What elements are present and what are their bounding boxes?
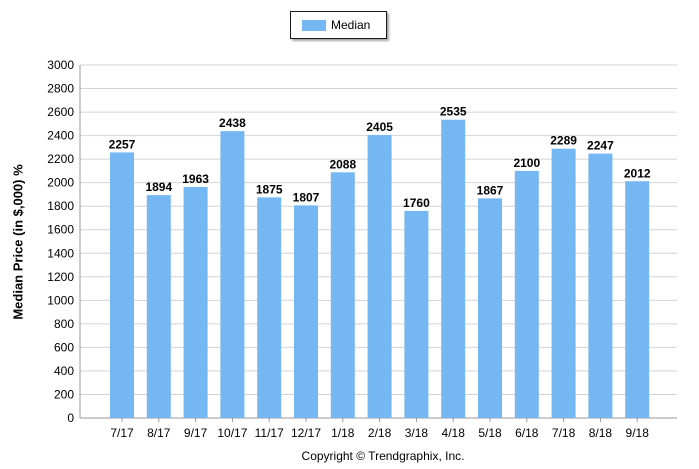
y-tick-label: 2000 <box>47 176 74 190</box>
data-label: 1894 <box>145 180 172 194</box>
bar <box>441 119 466 418</box>
data-label: 2438 <box>219 116 246 130</box>
bar <box>183 187 208 418</box>
x-tick-label: 11/17 <box>255 426 284 440</box>
data-label: 1867 <box>477 183 504 197</box>
data-label: 2247 <box>587 139 614 153</box>
bar <box>404 210 429 418</box>
data-label: 2100 <box>513 156 540 170</box>
x-tick-label: 8/17 <box>147 426 171 440</box>
bar <box>220 131 245 418</box>
bar <box>146 195 171 418</box>
y-tick-label: 2800 <box>47 82 74 96</box>
x-tick-label: 2/18 <box>368 426 392 440</box>
bar <box>588 153 613 418</box>
x-tick-label: 5/18 <box>478 426 502 440</box>
x-tick-label: 8/18 <box>589 426 613 440</box>
bar <box>110 152 134 418</box>
bar <box>625 181 650 418</box>
bar <box>478 198 502 418</box>
data-label: 2535 <box>440 105 467 119</box>
data-label: 2012 <box>624 166 651 180</box>
x-tick-label: 7/17 <box>110 426 134 440</box>
bar <box>367 135 392 419</box>
y-tick-label: 2600 <box>47 105 74 119</box>
bar <box>514 170 539 418</box>
y-tick-label: 0 <box>67 411 74 425</box>
chart-legend: Median <box>290 11 387 39</box>
data-label: 2257 <box>109 137 136 151</box>
y-tick-label: 3000 <box>47 58 74 72</box>
data-label: 1963 <box>182 172 209 186</box>
y-tick-label: 1600 <box>47 223 74 237</box>
y-tick-label: 400 <box>54 364 74 378</box>
x-tick-label: 7/18 <box>552 426 576 440</box>
y-tick-label: 2400 <box>47 129 74 143</box>
bar <box>551 148 576 418</box>
y-tick-label: 800 <box>54 317 74 331</box>
y-tick-label: 1000 <box>47 293 74 307</box>
x-tick-label: 9/17 <box>184 426 208 440</box>
x-tick-label: 1/18 <box>331 426 355 440</box>
legend-label-median: Median <box>331 18 371 32</box>
x-tick-label: 12/17 <box>291 426 321 440</box>
y-axis-label: Median Price (in $,000) % <box>10 164 26 320</box>
bar <box>294 205 318 418</box>
x-tick-label: 6/18 <box>515 426 539 440</box>
data-label: 2289 <box>550 134 577 148</box>
x-tick-label: 3/18 <box>405 426 429 440</box>
x-tick-label: 4/18 <box>442 426 466 440</box>
y-tick-label: 1800 <box>47 199 74 213</box>
legend-swatch-median <box>302 19 326 31</box>
data-label: 2405 <box>366 120 393 134</box>
x-tick-label: 9/18 <box>626 426 650 440</box>
data-label: 1875 <box>256 182 283 196</box>
copyright-text: Copyright © Trendgraphix, Inc. <box>301 449 465 463</box>
y-tick-label: 2200 <box>47 152 74 166</box>
y-tick-label: 1400 <box>47 246 74 260</box>
y-tick-label: 200 <box>54 387 74 401</box>
data-label: 1760 <box>403 196 430 210</box>
y-tick-label: 1200 <box>47 270 74 284</box>
bar <box>330 172 355 418</box>
bar <box>257 197 282 418</box>
data-label: 1807 <box>293 190 320 204</box>
x-tick-label: 10/17 <box>217 426 247 440</box>
y-tick-label: 600 <box>54 340 74 354</box>
data-label: 2088 <box>329 157 356 171</box>
